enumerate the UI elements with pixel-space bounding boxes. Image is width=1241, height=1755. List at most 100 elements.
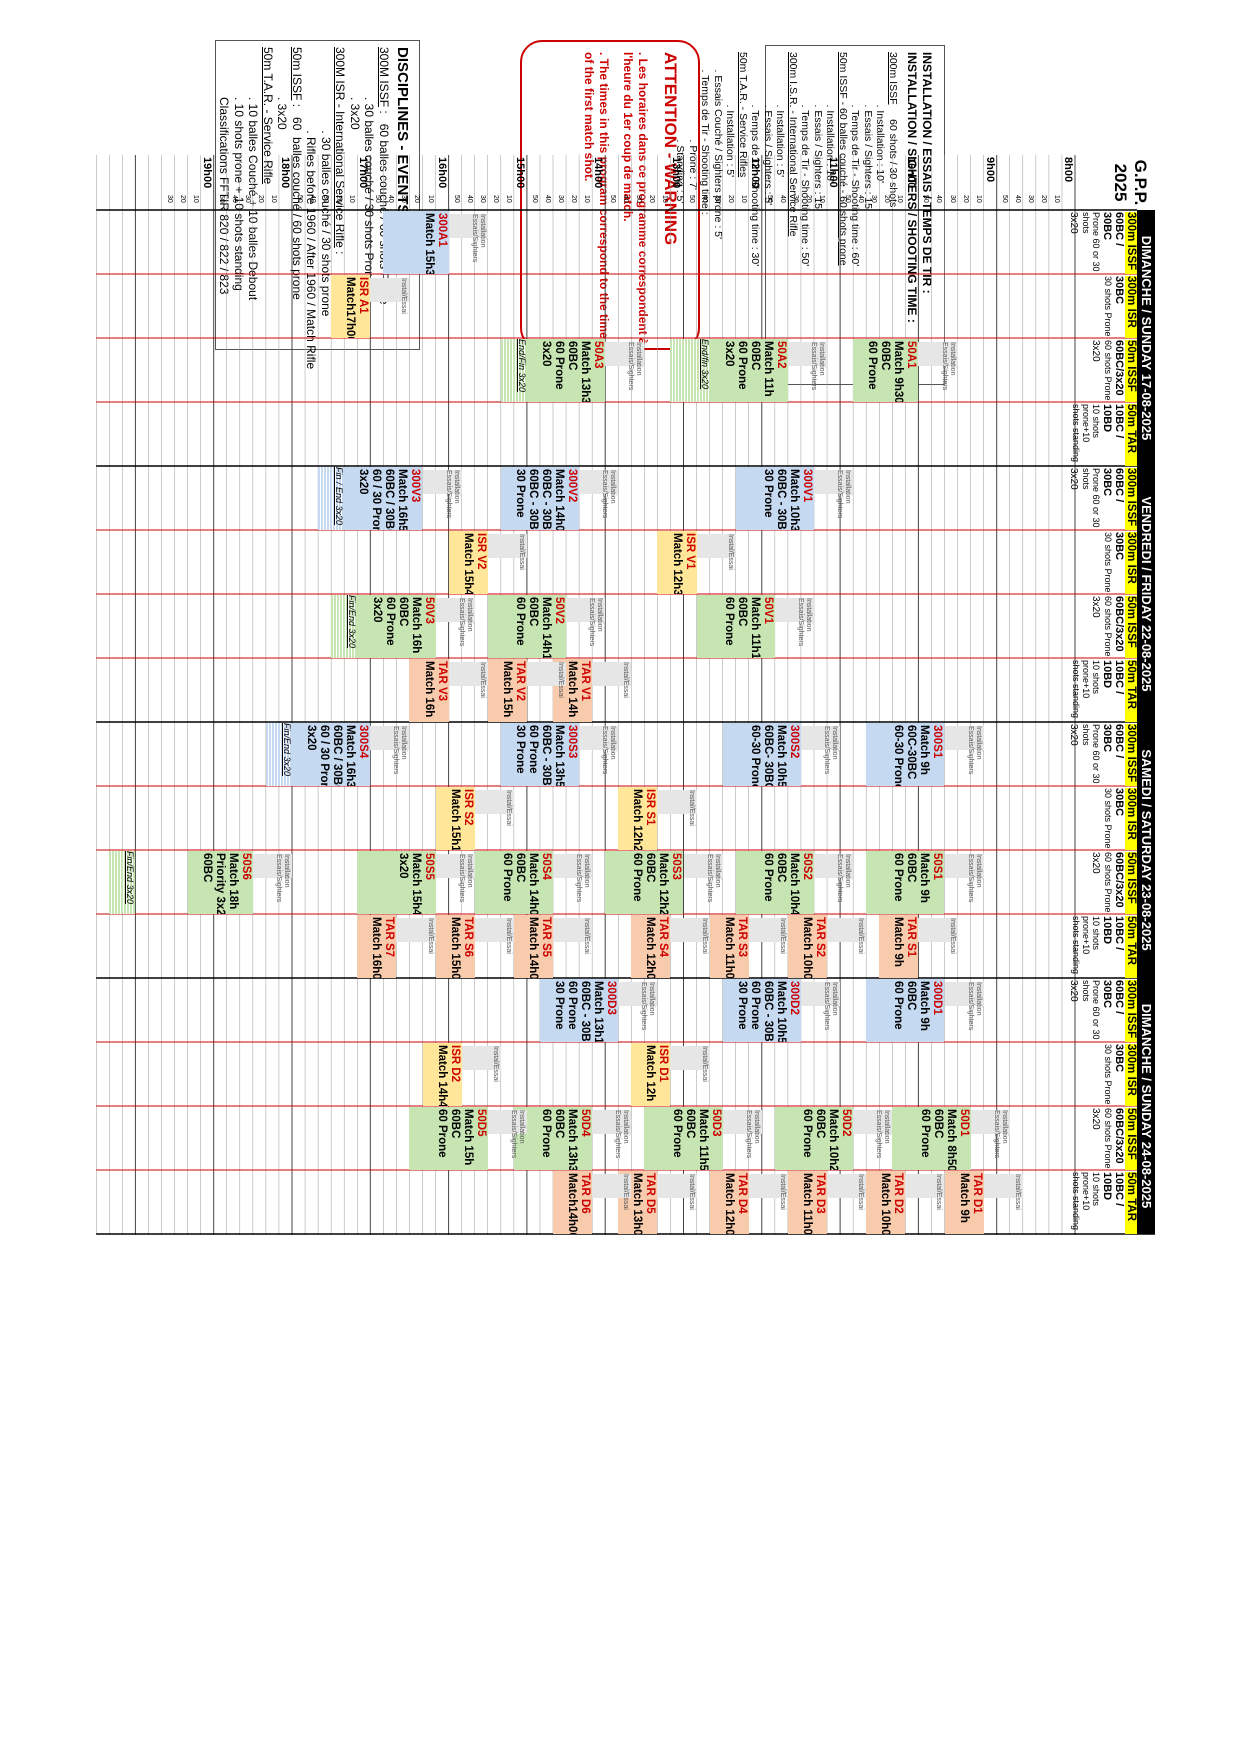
installation-slot: Instal/Essai xyxy=(526,662,567,698)
minute-label: 20 xyxy=(961,195,969,203)
minute-label: 10 xyxy=(818,195,826,203)
event-line: 60 Prone xyxy=(383,597,396,646)
minute-label: 10 xyxy=(269,195,277,203)
event-line: Match 11h xyxy=(761,341,774,397)
event-block: TAR S7 Match 16h00 xyxy=(357,915,397,978)
event-code: 50S4 xyxy=(540,853,552,880)
event-line: 60BC xyxy=(200,853,213,883)
event-line: Match 12h20 xyxy=(631,789,644,850)
column-format: 3x20 xyxy=(1090,1108,1101,1130)
minute-label: 50 xyxy=(765,195,773,203)
event-line: 60C-30BC xyxy=(905,725,918,780)
column-header: 50m ISSF 60BC/3x20 60 shots Prone 3x20 xyxy=(1075,1106,1137,1170)
event-block: 50D5 Match 15h 60BC 60 Prone xyxy=(409,1107,488,1170)
installation-slot: Installation Essais/Sighters xyxy=(944,854,984,902)
installation-slot: Installation Essais/Sighters xyxy=(814,470,854,518)
event-line: 60 Prone xyxy=(553,341,566,390)
event-code: 50S1 xyxy=(931,853,944,880)
event-line: 60 Prone xyxy=(527,725,540,774)
event-block: ISR D2 Match 14h40 xyxy=(422,1043,462,1106)
minute-label: 20 xyxy=(805,195,812,203)
event-block: 50A3 Match 13h30 60BC 60 Prone 3x20 xyxy=(526,339,606,402)
minute-label: 40 xyxy=(857,195,865,203)
event-line: 60 Prone xyxy=(566,981,579,1030)
installation-slot: Instal/Essai xyxy=(448,662,488,698)
hour-label: 11h00 xyxy=(827,157,840,188)
minute-label: 30 xyxy=(1026,195,1034,203)
event-line: Match 16h50 xyxy=(396,469,409,530)
installation-slot: Instal/Essai xyxy=(592,1174,632,1210)
event-line: 60BC xyxy=(931,1109,944,1139)
event-line: Match 9h xyxy=(918,853,931,903)
event-line: 60BC - 30BC xyxy=(540,469,553,530)
event-line: 60 Prone xyxy=(514,597,527,646)
event-line: Match 10h40 xyxy=(788,853,800,914)
event-block: TAR V2 Match 15h xyxy=(487,659,527,722)
event-line: 60 Prone xyxy=(501,853,513,902)
installation-slot: Instal/Essai xyxy=(748,1174,788,1210)
installation-slot: Instal/Essai xyxy=(905,1174,945,1210)
column-desc: 30 shots Prone xyxy=(1103,1044,1113,1105)
event-code: 50A3 xyxy=(592,341,605,369)
event-code: 300D1 xyxy=(931,981,944,1015)
event-code: TAR S7 xyxy=(383,917,396,958)
schedule-grid: G.P.P. 2025 DIMANCHE / SUNDAY 17-08-2025… xyxy=(75,155,1155,1625)
event-line: Match 11h10 xyxy=(748,597,761,658)
event-code: TAR S4 xyxy=(657,917,670,958)
minute-label: 50 xyxy=(217,195,225,203)
event-line: Match 12h00 xyxy=(722,1173,735,1234)
event-line: Match 10h50 xyxy=(774,981,787,1042)
installation-slot: Instal/Essai xyxy=(461,1046,501,1082)
event-line: 60 Prone xyxy=(735,341,748,390)
column-desc: 60 shots Prone xyxy=(1103,340,1113,401)
event-line: 60 Prone xyxy=(918,1109,931,1158)
column-header: 300m ISR 30BC 30 shots Prone xyxy=(1075,786,1137,850)
event-line: Match 13h50 xyxy=(553,725,566,786)
installation-slot: Instal/Essai xyxy=(592,662,632,698)
event-block: TAR S4 Match 12h00 xyxy=(631,915,671,978)
installation-slot: Installation Essais/Sighters xyxy=(944,982,984,1030)
installation-slot: Installation Essais/Sighters xyxy=(970,1110,1010,1158)
installation-slot: Installation Essais/Sighters xyxy=(618,982,658,1030)
installation-slot: Installation Essais/Sighters xyxy=(435,854,475,902)
column-desc: Prone 60 or 30 shots xyxy=(1081,724,1101,784)
event-block: 300S2 Match 10h50 60BC- 30BC 60-30 Prone xyxy=(722,723,801,786)
installation-slot: Instal/Essai xyxy=(396,918,436,954)
event-line: 30 Prone xyxy=(514,469,527,518)
event-block: 300S1 Match 9h 60C-30BC 60-30 Prone xyxy=(866,723,945,786)
event-line: Match 14h40 xyxy=(435,1045,448,1106)
day-header: SAMEDI / SATURDAY 23-08-2025 xyxy=(1137,722,1155,978)
column-format: 3x20 xyxy=(1090,596,1101,618)
event-block: TAR D4 Match 12h00 xyxy=(709,1171,749,1234)
minute-label: 40 xyxy=(387,195,395,203)
minute-label: 40 xyxy=(622,195,630,203)
event-line: 60 / 30 Prone xyxy=(370,469,383,530)
minute-label: 10 xyxy=(348,195,356,203)
event-block: TAR D2 Match 10h00 xyxy=(866,1171,906,1234)
column-header: 300m ISR 30BC 30 shots Prone xyxy=(1075,530,1137,594)
event-code: TAR V2 xyxy=(513,661,526,702)
column-desc: Prone 60 or 30 shots xyxy=(1081,468,1101,528)
event-code: 50S6 xyxy=(239,853,252,880)
event-line: Match 12h20 xyxy=(657,853,670,914)
installation-slot: Installation Essais/Sighters xyxy=(252,854,292,902)
event-line: 60BC- 30BC xyxy=(761,725,774,786)
event-line: 60BC xyxy=(905,853,918,883)
column-title: 300m ISR xyxy=(1125,276,1137,338)
event-line: 30 Prone xyxy=(553,981,566,1030)
event-block: ISR V2 Match 15h40 xyxy=(448,531,488,594)
event-block: TAR S5 Match 14h00 xyxy=(513,915,553,978)
minute-label: 40 xyxy=(230,195,238,203)
event-line: Match14h00 xyxy=(566,1173,579,1234)
event-code: 50V1 xyxy=(761,597,774,624)
installation-slot: Instal/Essai xyxy=(474,918,514,954)
info-line-underlined: 300M ISSF xyxy=(377,47,391,108)
end-marker: Fin/End 3x20 xyxy=(331,595,358,658)
event-line: 60 Prone xyxy=(892,981,905,1030)
column-desc: 30 shots Prone xyxy=(1103,788,1113,849)
column-title: 50m TAR xyxy=(1125,404,1137,466)
minute-label: 40 xyxy=(1013,195,1021,203)
event-line: 60 Prone xyxy=(722,597,735,646)
column-header: 300m ISSF 60BC / 30BC Prone 60 or 30 shots… xyxy=(1068,466,1137,530)
column-title: 300m ISSF xyxy=(1125,724,1137,786)
